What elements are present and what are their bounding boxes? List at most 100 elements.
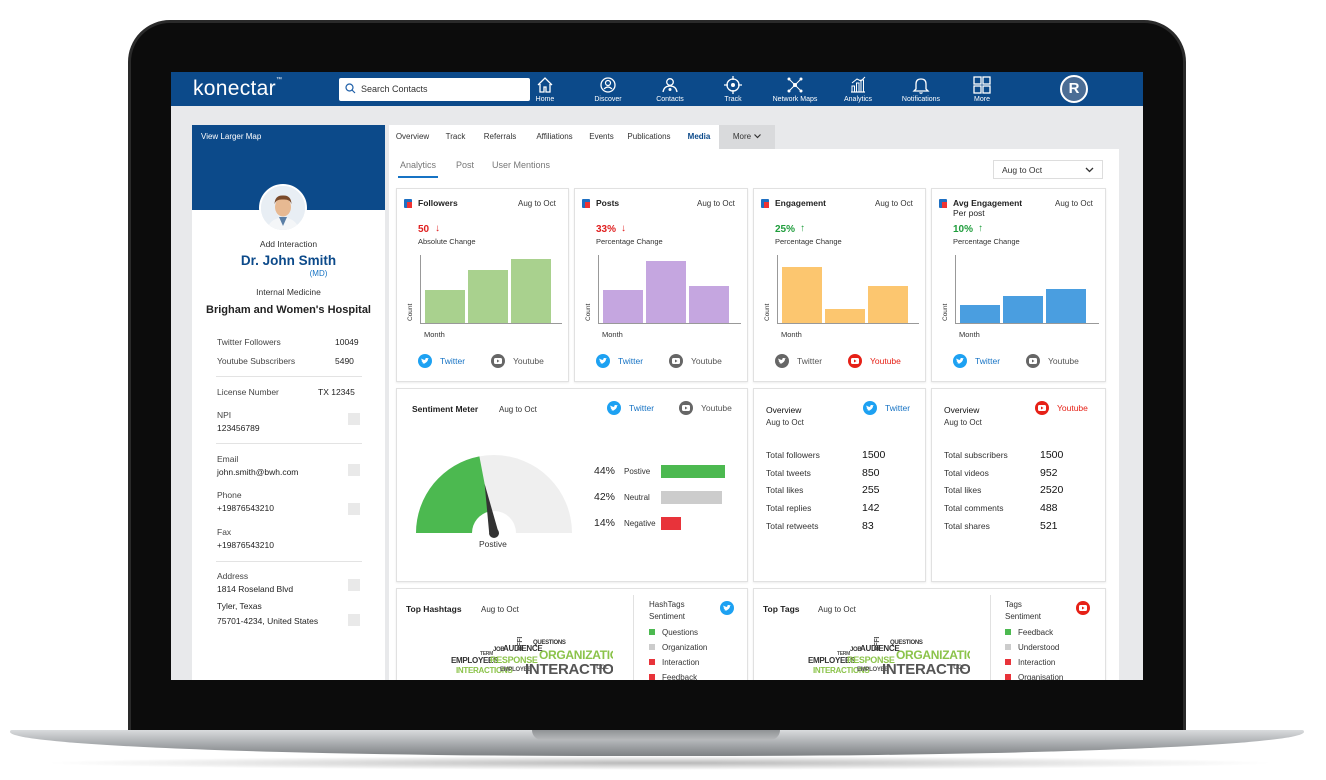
youtube-icon <box>848 354 862 368</box>
tab-events[interactable]: Events <box>584 125 619 149</box>
home-icon <box>517 75 573 95</box>
tab-publications[interactable]: Publications <box>619 125 679 149</box>
network-maps-icon <box>767 75 823 95</box>
nav-discover[interactable]: Discover <box>580 75 636 104</box>
twitter-followers-value: 10049 <box>335 337 359 347</box>
konectar-logo[interactable]: konectar™ <box>193 77 283 100</box>
chart-y-label: Count <box>942 303 949 321</box>
add-interaction-link[interactable]: Add Interaction <box>259 239 318 249</box>
twitter-toggle[interactable]: Twitter <box>775 354 822 368</box>
contacts-icon <box>642 75 698 95</box>
metric-change-label: Percentage Change <box>596 237 663 246</box>
profile-degree: (MD) <box>309 269 328 278</box>
address-2-checkbox[interactable] <box>348 614 360 626</box>
twitter-toggle[interactable]: Twitter <box>418 354 465 368</box>
nav-more[interactable]: More <box>954 75 1010 104</box>
nav-home[interactable]: Home <box>517 75 573 104</box>
chart-bar[interactable] <box>689 286 729 323</box>
metric-change-label: Percentage Change <box>953 237 1020 246</box>
address-line-2: Tyler, Texas <box>217 601 262 611</box>
view-larger-map-link[interactable]: View Larger Map <box>201 132 262 141</box>
search-placeholder: Search Contacts <box>361 84 428 94</box>
email-value: john.smith@bwh.com <box>217 467 299 477</box>
twitter-badge[interactable] <box>720 601 742 615</box>
tab-affiliations[interactable]: Affiliations <box>525 125 584 149</box>
tab-media[interactable]: Media <box>679 125 719 149</box>
youtube-toggle[interactable]: Youtube <box>679 401 732 415</box>
address-checkbox[interactable] <box>348 579 360 591</box>
grid-icon <box>954 75 1010 95</box>
chart-y-axis <box>955 255 956 323</box>
nav-analytics[interactable]: Analytics <box>830 75 886 104</box>
phone-label: Phone <box>217 490 242 500</box>
fax-value: +19876543210 <box>217 540 274 550</box>
chart-bar[interactable] <box>960 305 1000 323</box>
twitter-toggle[interactable]: Twitter <box>607 401 654 415</box>
chart-bar[interactable] <box>425 290 465 323</box>
analytics-icon <box>830 75 886 95</box>
youtube-label: Youtube <box>513 356 544 366</box>
youtube-toggle[interactable]: Youtube <box>669 354 722 368</box>
overview-label: Total subscribers <box>944 450 1008 460</box>
chart-bar[interactable] <box>825 309 865 323</box>
tab-label: Referrals <box>483 132 517 141</box>
chart-bar[interactable] <box>646 261 686 323</box>
chart-bar[interactable] <box>782 267 822 323</box>
tab-more[interactable]: More <box>719 125 775 149</box>
overview-label: Total replies <box>766 503 812 514</box>
nav-notifications[interactable]: Notifications <box>893 75 949 104</box>
youtube-toggle[interactable]: Youtube <box>491 354 544 368</box>
legend-item: Questions <box>649 628 698 637</box>
metric-change-label: Absolute Change <box>418 237 476 246</box>
chart-bar[interactable] <box>1003 296 1043 323</box>
chart-bar[interactable] <box>603 290 643 323</box>
tab-track[interactable]: Track <box>436 125 475 149</box>
tab-overview[interactable]: Overview <box>389 125 436 149</box>
youtube-icon <box>1035 401 1049 415</box>
npi-checkbox[interactable] <box>348 413 360 425</box>
date-range-value: Aug to Oct <box>1002 165 1043 175</box>
metric-value: 33% <box>596 224 617 235</box>
top-navbar: konectar™ Search Contacts Home Discover Co… <box>171 72 1143 106</box>
overview-title: Overview <box>944 405 980 415</box>
chart-bar[interactable] <box>868 286 908 323</box>
cloud-word: ORGANIZATION <box>896 648 970 662</box>
subtab-post[interactable]: Post <box>456 160 475 170</box>
top-tags-card: Top Tags Aug to Oct Tags Sentiment Feedb… <box>753 588 1106 680</box>
cloud-word: EFFECT <box>874 637 881 651</box>
twitter-badge[interactable]: Twitter <box>863 401 910 415</box>
user-avatar[interactable]: R <box>1060 75 1088 103</box>
cloud-word: AUDIENCE <box>503 644 543 653</box>
overview-value: 83 <box>862 519 874 532</box>
youtube-toggle[interactable]: Youtube <box>1026 354 1079 368</box>
subtab-user-mentions[interactable]: User Mentions <box>492 160 551 170</box>
chart-bar[interactable] <box>468 270 508 323</box>
tab-referrals[interactable]: Referrals <box>475 125 525 149</box>
overview-value: 1500 <box>1040 449 1064 461</box>
email-checkbox[interactable] <box>348 464 360 476</box>
sentiment-label: Neutral <box>624 493 650 502</box>
chart-bar[interactable] <box>511 259 551 323</box>
twitter-label: Twitter <box>885 403 911 413</box>
chart-bar[interactable] <box>1046 289 1086 323</box>
twitter-toggle[interactable]: Twitter <box>953 354 1000 368</box>
twitter-label: Twitter <box>797 356 823 366</box>
subtab-analytics[interactable]: Analytics <box>400 160 437 170</box>
search-input[interactable]: Search Contacts <box>339 78 530 101</box>
cloud-word: EMPLOYEES <box>808 656 856 665</box>
youtube-badge[interactable]: Youtube <box>1035 401 1088 415</box>
nav-contacts[interactable]: Contacts <box>642 75 698 104</box>
sentiment-date: Aug to Oct <box>499 405 537 414</box>
nav-track[interactable]: Track <box>705 75 761 104</box>
profile-photo <box>259 184 307 232</box>
phone-checkbox[interactable] <box>348 503 360 515</box>
youtube-toggle[interactable]: Youtube <box>848 354 901 368</box>
date-range-select[interactable]: Aug to Oct <box>993 160 1103 179</box>
nav-network-maps[interactable]: Network Maps <box>767 75 823 104</box>
nav-label: Analytics <box>843 96 872 103</box>
tab-label: More <box>732 132 752 141</box>
twitter-toggle[interactable]: Twitter <box>596 354 643 368</box>
youtube-badge[interactable] <box>1076 601 1098 615</box>
youtube-label: Youtube <box>701 403 732 413</box>
legend-item: Organisation <box>1005 673 1063 680</box>
